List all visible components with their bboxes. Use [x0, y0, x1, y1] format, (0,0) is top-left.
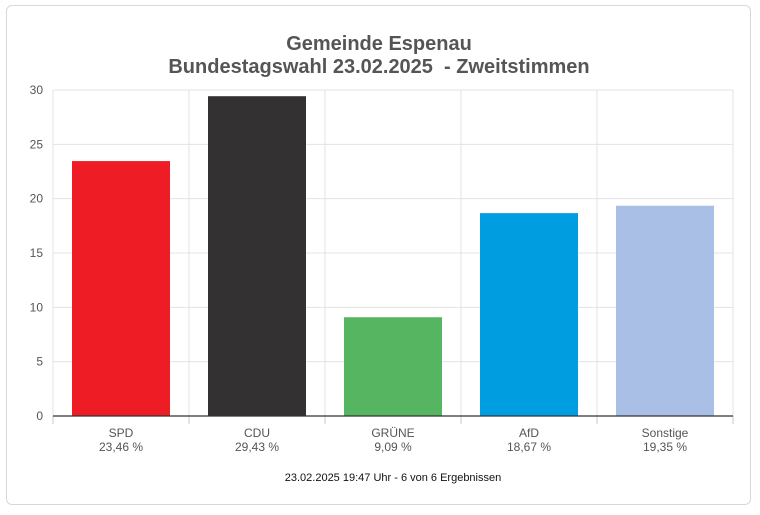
- y-tick-label: 25: [30, 137, 44, 151]
- bars: [72, 96, 714, 416]
- bar-chart: Gemeinde Espenau Bundestagswahl 23.02.20…: [30, 33, 734, 484]
- value-label: 9,09 %: [374, 440, 412, 454]
- value-label: 29,43 %: [235, 440, 279, 454]
- y-tick-label: 10: [30, 300, 44, 314]
- y-tick-label: 5: [36, 355, 43, 369]
- value-label: 19,35 %: [643, 440, 687, 454]
- bar-spd: [72, 161, 170, 416]
- axes: 0 5 10 15 20 25 30: [30, 83, 734, 424]
- category-label: GRÜNE: [371, 426, 414, 440]
- chart-card: Gemeinde Espenau Bundestagswahl 23.02.20…: [6, 5, 751, 505]
- chart-subtitle: Bundestagswahl 23.02.2025 - Zweitstimmen: [168, 56, 589, 78]
- category-label: CDU: [244, 426, 270, 440]
- y-tick-label: 0: [36, 409, 43, 423]
- bar-sonstige: [616, 205, 714, 416]
- chart-title: Gemeinde Espenau: [286, 33, 472, 55]
- value-label: 23,46 %: [99, 440, 143, 454]
- y-tick-label: 30: [30, 83, 44, 97]
- value-label: 18,67 %: [507, 440, 551, 454]
- y-tick-label: 15: [30, 246, 44, 260]
- bar-afd: [480, 213, 578, 416]
- category-label: AfD: [519, 426, 539, 440]
- chart-footer: 23.02.2025 19:47 Uhr - 6 von 6 Ergebniss…: [285, 472, 501, 484]
- category-label: Sonstige: [642, 426, 689, 440]
- bar-cdu: [208, 96, 306, 416]
- category-label: SPD: [109, 426, 134, 440]
- y-tick-label: 20: [30, 192, 44, 206]
- bar-grüne: [344, 317, 442, 416]
